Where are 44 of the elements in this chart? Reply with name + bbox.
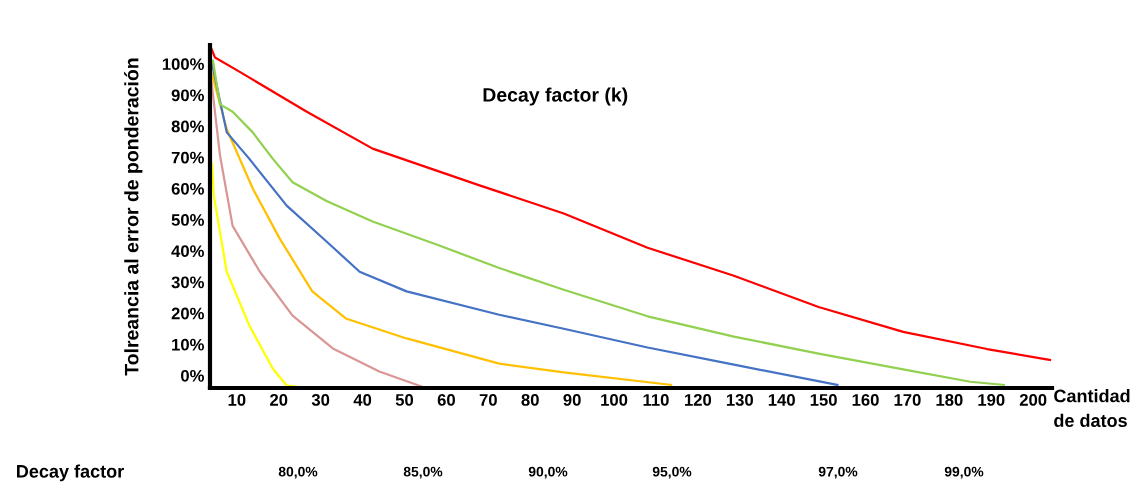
x-tick-label: 190 — [978, 394, 1005, 406]
text: 99,0% — [944, 466, 984, 479]
x-tick-label: 50 — [395, 394, 414, 406]
y-tick-label: 60% — [171, 182, 204, 195]
x-tick-label: 20 — [270, 394, 288, 406]
x-tick-label: 120 — [685, 394, 712, 406]
x-tick-label: 30 — [311, 394, 330, 406]
line-series — [209, 45, 1052, 362]
x-tick-label: 140 — [768, 394, 795, 406]
y-tick-label: 40% — [171, 245, 204, 258]
y-tick-label: 0% — [181, 369, 204, 382]
y-tick-label: 100% — [162, 58, 204, 71]
text: Decay factor — [17, 464, 124, 482]
line-series — [210, 162, 297, 388]
text: 97,0% — [818, 466, 858, 479]
y-tick-label: 10% — [172, 338, 204, 351]
x-tick-label: 100 — [601, 394, 628, 406]
x-tick-label: 80 — [521, 394, 539, 406]
x-tick-label: 130 — [726, 394, 753, 406]
x-tick-label: 110 — [643, 394, 669, 406]
x-tick-label: 150 — [810, 394, 837, 406]
y-tick-label: 70% — [171, 151, 204, 164]
text: 85,0% — [403, 466, 443, 479]
y-tick-label: 90% — [171, 89, 204, 102]
y-tick-label: 30% — [171, 276, 204, 289]
text: Decay factor (k) — [483, 87, 628, 106]
text: 90,0% — [528, 466, 568, 479]
text: 95,0% — [652, 466, 692, 479]
line-series — [211, 59, 1005, 386]
y-tick-label: 20% — [171, 307, 204, 320]
y-tick-label: 50% — [171, 214, 204, 226]
x-tick-label: 90 — [563, 394, 581, 406]
x-tick-label: 10 — [228, 394, 246, 406]
x-tick-label: 70 — [479, 394, 497, 406]
y-tick-label: 80% — [171, 120, 204, 133]
x-tick-label: 40 — [353, 394, 372, 406]
x-tick-label: 60 — [437, 394, 455, 406]
text: 80,0% — [278, 466, 318, 479]
x-tick-label: 180 — [936, 394, 963, 406]
x-tick-label: 160 — [852, 394, 879, 406]
x-axis-title: Cantidad de datos — [1054, 389, 1130, 428]
x-tick-label: 170 — [894, 394, 921, 406]
y-axis-title: Tolreancia al error de ponderación — [124, 58, 143, 376]
x-tick-label: 200 — [1019, 394, 1047, 406]
